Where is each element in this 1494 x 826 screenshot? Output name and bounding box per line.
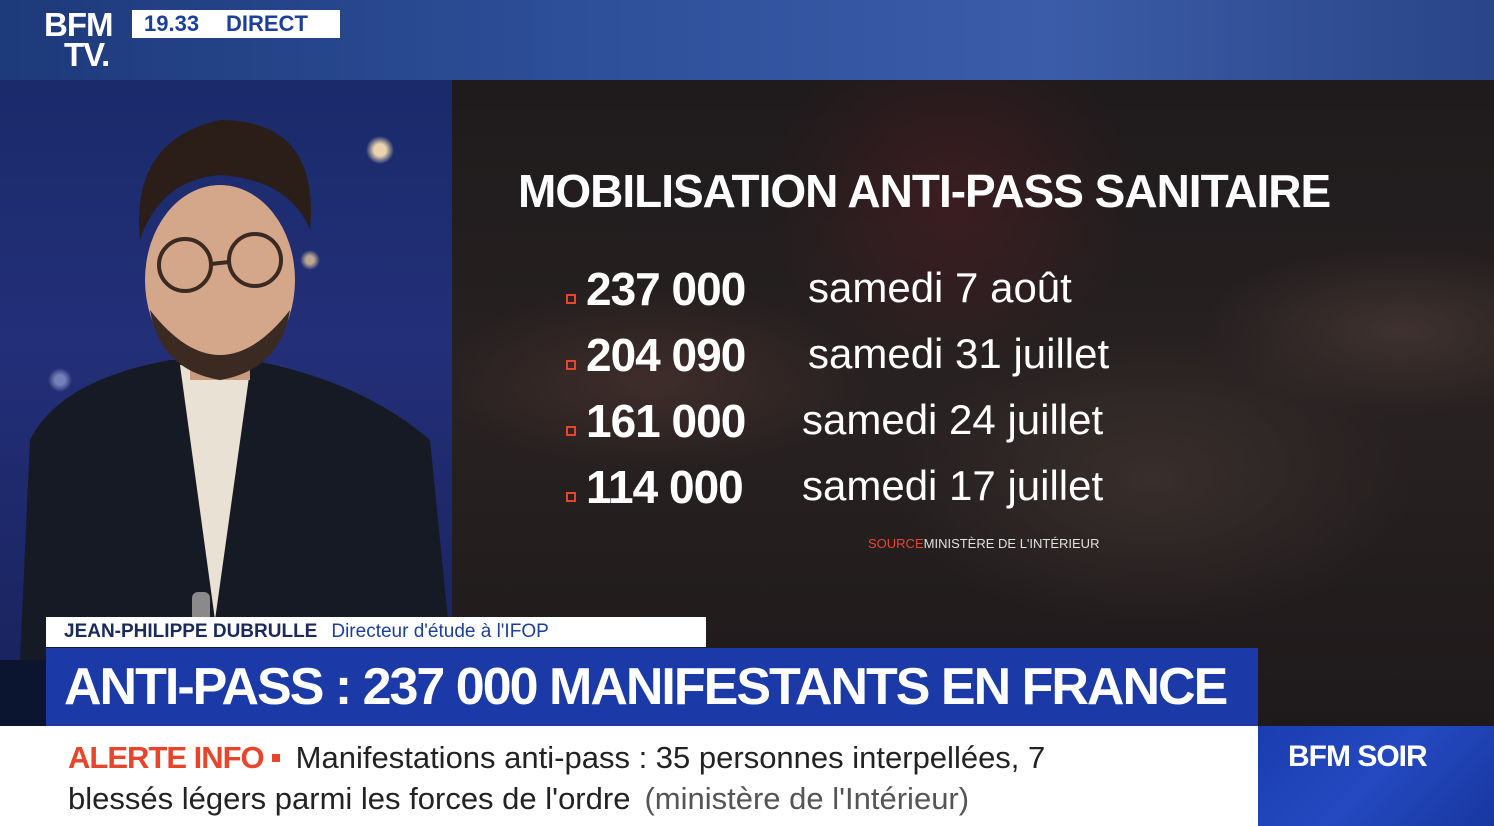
- stat-value: 114 000: [586, 461, 744, 513]
- headline-text: ANTI-PASS : 237 000 MANIFESTANTS EN FRAN…: [64, 658, 1228, 716]
- stat-date: samedi 31 juillet: [808, 330, 1110, 377]
- clock-time: 19.33: [144, 11, 200, 36]
- infographic-title: MOBILISATION ANTI-PASS SANITAIRE: [518, 165, 1331, 217]
- stat-value: 204 090: [586, 329, 746, 381]
- presenter-figure: [20, 120, 452, 660]
- stat-value: 237 000: [586, 263, 746, 315]
- ticker-source-tag: (ministère de l'Intérieur): [644, 781, 970, 816]
- channel-logo: BFM TV.: [44, 6, 124, 76]
- logo-line2: TV.: [64, 36, 110, 73]
- speaker-name: JEAN-PHILIPPE DUBRULLE: [64, 621, 318, 642]
- news-ticker: ALERTE INFO Manifestations anti-pass : 35…: [0, 726, 1258, 826]
- ticker-text-line2: blessés légers parmi les forces de l'ord…: [68, 781, 631, 816]
- ticker-line1: ALERTE INFO Manifestations anti-pass : 35…: [68, 740, 1045, 776]
- stat-date: samedi 17 juillet: [802, 462, 1104, 509]
- bullet-icon: [566, 426, 576, 436]
- headline-banner: ANTI-PASS : 237 000 MANIFESTANTS EN FRAN…: [46, 648, 1258, 726]
- bullet-icon: [566, 294, 576, 304]
- source-value: MINISTÈRE DE L'INTÉRIEUR: [923, 536, 1100, 551]
- stat-row: 204 090 samedi 31 juillet: [562, 328, 1162, 388]
- alert-label: ALERTE INFO: [68, 740, 265, 775]
- bullet-icon: [566, 360, 576, 370]
- stat-date: samedi 7 août: [808, 264, 1072, 311]
- live-label: DIRECT: [226, 11, 308, 36]
- show-name: BFM SOIR: [1288, 740, 1428, 773]
- speaker-role: Directeur d'étude à l'IFOP: [331, 621, 549, 642]
- stat-row: 161 000 samedi 24 juillet: [562, 394, 1162, 454]
- stat-value: 161 000: [586, 395, 746, 447]
- stat-row: 237 000 samedi 7 août: [562, 262, 1162, 322]
- stat-row: 114 000 samedi 17 juillet: [562, 460, 1162, 520]
- stat-date: samedi 24 juillet: [802, 396, 1104, 443]
- bullet-icon: [566, 492, 576, 502]
- logo-line1: BFM: [44, 6, 113, 43]
- ticker-text-line1: Manifestations anti-pass : 35 personnes …: [295, 740, 1046, 775]
- source-credit: SOURCEMINISTÈRE DE L'INTÉRIEUR: [868, 536, 1099, 551]
- ticker-line2: blessés légers parmi les forces de l'ord…: [68, 781, 969, 817]
- source-label: SOURCE: [868, 536, 924, 551]
- speaker-name-strip: JEAN-PHILIPPE DUBRULLE Directeur d'étude…: [46, 617, 706, 647]
- studio-video-panel: [0, 80, 452, 660]
- show-name-badge: BFM SOIR: [1258, 726, 1494, 826]
- live-clock-badge: 19.33 DIRECT: [132, 10, 340, 38]
- alert-dot-icon: [271, 753, 280, 762]
